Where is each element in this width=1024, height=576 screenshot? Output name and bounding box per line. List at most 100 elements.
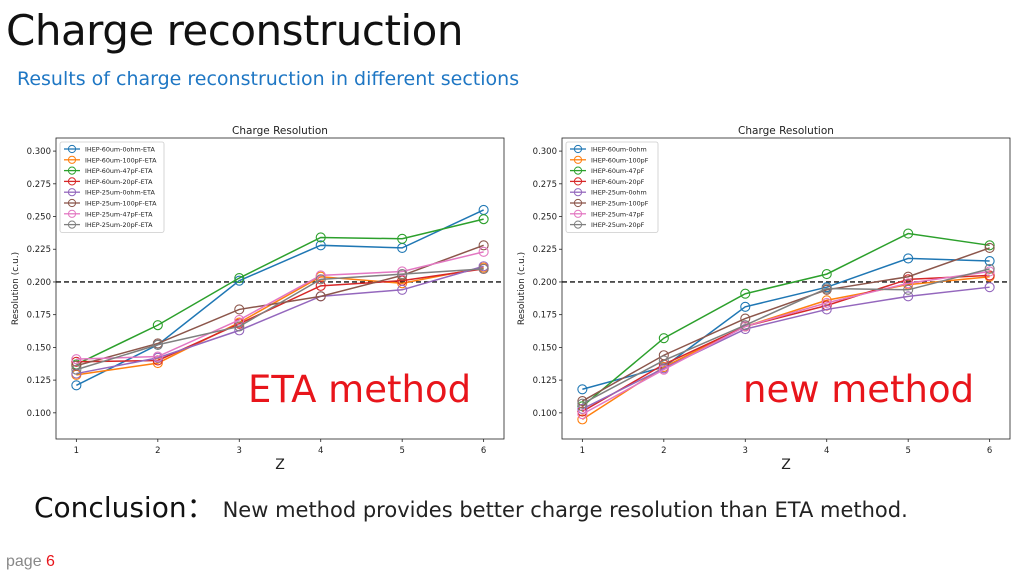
chart1-ytick-label-8: 0.300 <box>533 147 557 157</box>
chart1-legend-marker-5 <box>573 198 583 208</box>
chart0-series-3-point-0 <box>71 356 82 367</box>
slide-subtitle: Results of charge reconstruction in diff… <box>17 68 520 90</box>
chart1-series-7-point-5 <box>984 263 995 274</box>
chart0-legend-label-2: IHEP-60um-47pF-ETA <box>85 167 153 175</box>
chart0-xlabel: Z <box>275 457 285 473</box>
chart0-legend-marker-6 <box>67 209 77 218</box>
chart0-series-7-point-4 <box>397 269 408 280</box>
chart0-legend-marker-1 <box>67 155 77 164</box>
chart0-ytick-label-7: 0.275 <box>27 180 51 190</box>
chart0-series-5-point-2 <box>234 304 245 315</box>
chart0-ytick-label-1: 0.125 <box>27 376 51 386</box>
chart0-xtick-label-4: 5 <box>399 446 404 456</box>
chart0-series-6-point-5 <box>478 246 489 257</box>
chart0-legend-marker-0 <box>67 144 77 154</box>
chart0-series-2-point-1 <box>152 320 163 331</box>
chart0-legend-marker-2 <box>67 166 77 175</box>
chart1-ytick-label-3: 0.175 <box>533 311 557 321</box>
chart1-ytick-label-4: 0.200 <box>533 278 557 288</box>
chart1-legend-label-4: IHEP-25um-0ohm <box>591 189 647 197</box>
chart0-series-5-point-3 <box>315 291 326 302</box>
chart0-series-7-point-3 <box>315 274 326 285</box>
chart1-series-2-point-4 <box>903 228 914 239</box>
chart1-legend-marker-7 <box>573 220 583 229</box>
chart1-series-line-0 <box>582 257 990 390</box>
chart0-xtick-label-5: 6 <box>481 446 486 456</box>
chart0-series-0-point-3 <box>315 240 326 251</box>
chart1-series-7-point-4 <box>903 284 914 295</box>
chart1-xtick-label-4: 5 <box>905 446 910 456</box>
chart0-series-7-point-5 <box>478 263 489 274</box>
chart1-ylabel: Resolution (c.u.) <box>517 252 527 325</box>
chart1-legend-marker-3 <box>573 177 583 186</box>
chart1-series-7-point-2 <box>740 320 751 331</box>
chart0-series-line-7 <box>76 268 484 371</box>
chart1-xtick-label-0: 1 <box>580 446 585 456</box>
chart1-series-line-5 <box>581 247 990 402</box>
chart1-series-4-point-3 <box>821 304 832 315</box>
chart0-series-line-6 <box>76 251 484 360</box>
chart1-legend-label-7: IHEP-25um-20pF <box>591 221 645 229</box>
chart0-ytick-label-6: 0.250 <box>27 213 51 223</box>
chart0-legend-label-4: IHEP-25um-0ohm-ETA <box>85 189 155 197</box>
chart1-title: Charge Resolution <box>738 125 834 137</box>
chart1-series-7-point-0 <box>577 398 588 409</box>
new-method-chart: Charge Resolution 0.100 0.125 0.150 0.175 0.2… <box>517 125 1011 473</box>
eta-method-label: ETA method <box>248 368 472 411</box>
chart0-legend-marker-5 <box>67 198 77 208</box>
chart1-series-6-point-3 <box>821 297 832 308</box>
chart1-legend-label-3: IHEP-60um-20pF <box>591 178 645 186</box>
chart1-series-5-point-4 <box>903 271 914 282</box>
chart0-series-2-point-2 <box>234 272 245 284</box>
conclusion: Conclusion： New method provides better ch… <box>34 486 908 526</box>
chart1-ytick-label-5: 0.225 <box>533 245 557 255</box>
chart0-series-5-point-0 <box>71 360 82 371</box>
chart1-series-3-point-5 <box>984 270 995 281</box>
chart0-series-4-point-4 <box>397 284 408 295</box>
chart0-legend-label-3: IHEP-60um-20pF-ETA <box>85 178 153 186</box>
chart1-series-2-point-5 <box>984 240 995 251</box>
chart1-series-5-point-2 <box>740 313 751 324</box>
chart1-ytick-label-2: 0.150 <box>533 343 557 353</box>
chart1-ytick-label-0: 0.100 <box>533 409 557 419</box>
chart1-legend-marker-6 <box>573 209 583 218</box>
chart1-ytick-label-1: 0.125 <box>533 376 557 386</box>
chart1-legend-marker-4 <box>573 188 583 197</box>
eta-method-chart: Charge Resolution 0.100 0.125 0.150 0.175 0.2… <box>11 125 505 473</box>
chart1-legend-label-5: IHEP-25um-100pF <box>591 200 649 208</box>
chart0-ytick-label-8: 0.300 <box>27 147 51 157</box>
chart1-series-5-point-5 <box>984 242 995 253</box>
chart0-xtick-label-3: 4 <box>318 446 323 456</box>
chart0-series-6-point-4 <box>397 266 408 277</box>
chart1-ytick-label-6: 0.250 <box>533 213 557 223</box>
chart0-series-0-point-0 <box>71 380 82 391</box>
chart0-series-3-point-3 <box>315 280 326 291</box>
chart0-legend-label-5: IHEP-25um-100pF-ETA <box>85 200 157 208</box>
chart0-xtick-label-1: 2 <box>155 446 160 456</box>
chart0-legend-label-0: IHEP-60um-0ohm-ETA <box>85 146 155 154</box>
chart0-series-line-2 <box>76 218 484 366</box>
chart1-legend-label-1: IHEP-60um-100pF <box>591 156 649 164</box>
chart1-series-4-point-4 <box>903 291 914 302</box>
chart0-series-2-point-4 <box>397 233 408 244</box>
chart1-series-2-point-3 <box>821 269 832 280</box>
chart1-xtick-label-1: 2 <box>661 446 666 456</box>
chart0-ylabel: Resolution (c.u.) <box>11 252 21 325</box>
chart0-legend-label-6: IHEP-25um-47pF-ETA <box>85 210 153 218</box>
chart0-ytick-label-5: 0.225 <box>27 245 51 255</box>
chart1-series-line-2 <box>581 232 990 407</box>
slide-title: Charge reconstruction <box>6 6 463 55</box>
chart0-series-7-point-1 <box>152 339 163 350</box>
chart0-series-6-point-0 <box>71 354 82 365</box>
page-number-value: 6 <box>46 553 55 570</box>
conclusion-text: New method provides better charge resolu… <box>222 498 908 522</box>
new-method-label: new method <box>743 368 975 411</box>
chart0-series-7-point-0 <box>71 364 82 375</box>
chart1-series-7-point-3 <box>821 283 832 294</box>
chart1-series-0-point-2 <box>740 301 751 312</box>
chart0-ytick-label-4: 0.200 <box>27 278 51 288</box>
chart1-xtick-label-5: 6 <box>987 446 992 456</box>
chart1-series-2-point-1 <box>658 333 669 344</box>
page-number: page 6 <box>6 553 55 571</box>
chart0-series-line-4 <box>76 265 484 375</box>
